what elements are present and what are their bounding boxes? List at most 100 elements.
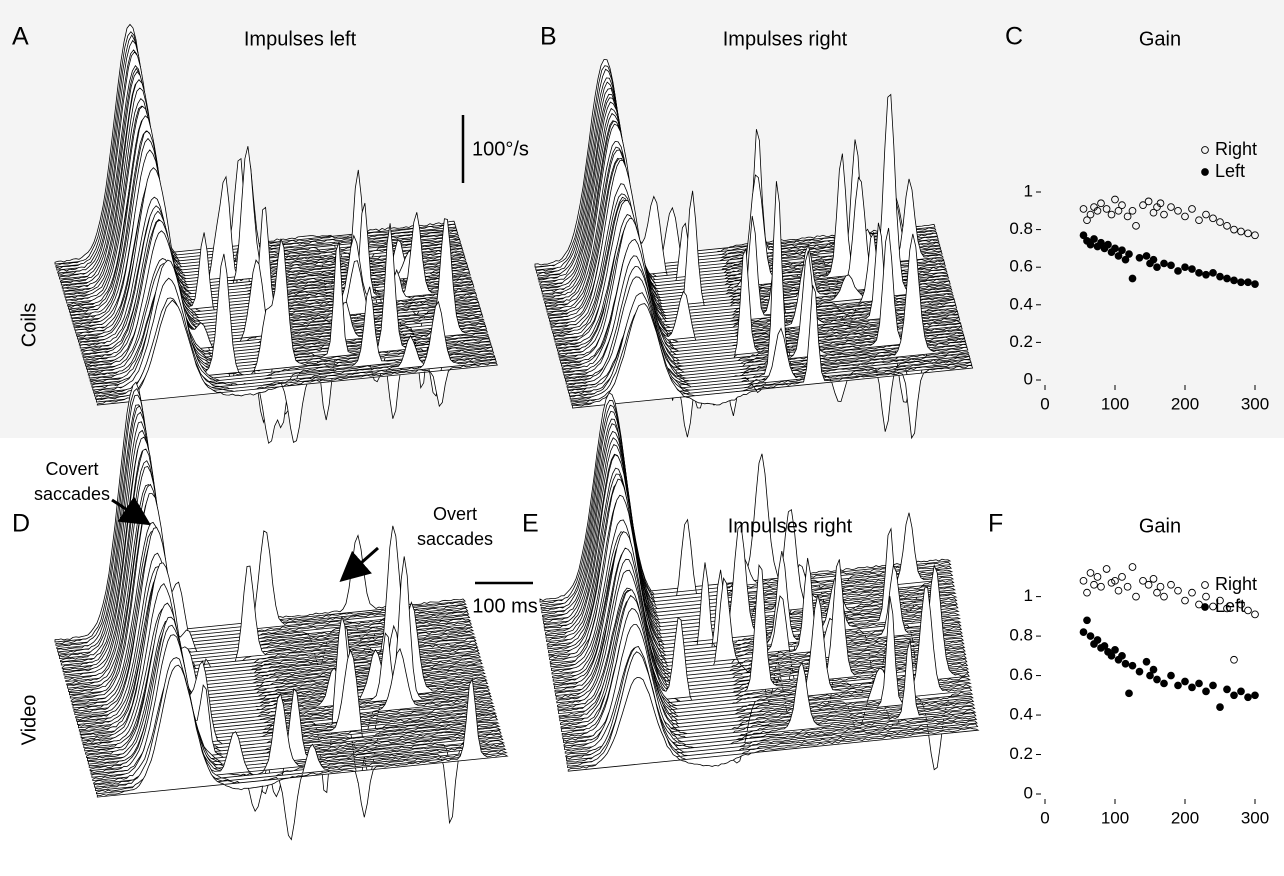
row-label: Coils: [18, 303, 40, 347]
point: [1182, 597, 1189, 604]
y-tick-label: 0.6: [1009, 665, 1033, 684]
x-tick-label: 300: [1241, 394, 1269, 413]
point: [1189, 589, 1196, 596]
point: [1154, 676, 1161, 683]
x-tick-label: 300: [1241, 808, 1269, 827]
point: [1136, 254, 1143, 261]
y-tick-label: 0.2: [1009, 332, 1033, 351]
legend-label: Right: [1215, 574, 1257, 594]
point: [1175, 268, 1182, 275]
point: [1217, 273, 1224, 280]
point: [1087, 570, 1094, 577]
y-tick-label: 0: [1024, 369, 1033, 388]
x-tick-label: 200: [1171, 808, 1199, 827]
point: [1094, 637, 1101, 644]
y-tick-label: 0.4: [1009, 705, 1033, 724]
y-tick-label: 0.8: [1009, 219, 1033, 238]
point: [1124, 583, 1131, 590]
point: [1224, 275, 1231, 282]
page: A Impulses left B Impulses right C D E I…: [0, 0, 1284, 876]
point: [1112, 647, 1119, 654]
point: [1238, 279, 1245, 286]
legend-marker: [1202, 604, 1209, 611]
legend-marker: [1202, 169, 1209, 176]
point: [1161, 593, 1168, 600]
point: [1084, 617, 1091, 624]
y-tick-label: 1: [1024, 586, 1033, 605]
point: [1098, 583, 1105, 590]
point: [1115, 587, 1122, 594]
point: [1105, 241, 1112, 248]
point: [1150, 666, 1157, 673]
annotation: saccades: [417, 529, 493, 549]
point: [1196, 269, 1203, 276]
scale-label: 100°/s: [472, 138, 529, 160]
annotation: Covert: [45, 459, 98, 479]
point: [1143, 253, 1150, 260]
point: [1145, 581, 1152, 588]
x-tick-label: 100: [1101, 394, 1129, 413]
chart-title: Gain: [1139, 28, 1181, 50]
point: [1080, 577, 1087, 584]
point: [1091, 236, 1098, 243]
point: [1231, 277, 1238, 284]
point: [1210, 269, 1217, 276]
point: [1150, 575, 1157, 582]
panel-title: Impulses right: [728, 515, 853, 537]
point: [1252, 611, 1259, 618]
point: [1103, 566, 1110, 573]
point: [1175, 587, 1182, 594]
x-tick-label: 0: [1040, 808, 1049, 827]
point: [1203, 593, 1210, 600]
point: [1189, 266, 1196, 273]
point: [1217, 704, 1224, 711]
point: [1189, 684, 1196, 691]
point: [1231, 656, 1238, 663]
figure: A Impulses left B Impulses right C D E I…: [0, 0, 1284, 876]
legend-label: Left: [1215, 596, 1245, 616]
x-tick-label: 100: [1101, 808, 1129, 827]
y-tick-label: 1: [1024, 181, 1033, 200]
point: [1129, 662, 1136, 669]
point: [1133, 593, 1140, 600]
point: [1119, 247, 1126, 254]
point: [1119, 573, 1126, 580]
point: [1087, 633, 1094, 640]
legend-label: Left: [1215, 161, 1245, 181]
point: [1154, 264, 1161, 271]
legend-marker: [1202, 582, 1209, 589]
point: [1245, 694, 1252, 701]
point: [1245, 607, 1252, 614]
scale-label: 100 ms: [472, 595, 538, 617]
point: [1252, 281, 1259, 288]
panel-letter: A: [12, 23, 29, 51]
point: [1129, 275, 1136, 282]
y-tick-label: 0.4: [1009, 294, 1033, 313]
point: [1161, 680, 1168, 687]
point: [1143, 658, 1150, 665]
point: [1203, 271, 1210, 278]
point: [1080, 629, 1087, 636]
point: [1126, 251, 1133, 258]
point: [1122, 660, 1129, 667]
legend-label: Right: [1215, 139, 1257, 159]
panel-title: Impulses right: [723, 28, 848, 50]
panel-letter: C: [1005, 23, 1023, 51]
point: [1196, 680, 1203, 687]
point: [1112, 245, 1119, 252]
point: [1119, 652, 1126, 659]
panel-letter: D: [12, 510, 30, 538]
annotation: Overt: [433, 504, 477, 524]
point: [1175, 682, 1182, 689]
panel-letter: E: [522, 510, 539, 538]
point: [1245, 279, 1252, 286]
row-label: Video: [18, 695, 40, 746]
point: [1129, 564, 1136, 571]
y-tick-label: 0: [1024, 783, 1033, 802]
point: [1091, 581, 1098, 588]
point: [1157, 583, 1164, 590]
point: [1168, 672, 1175, 679]
y-tick-label: 0.8: [1009, 626, 1033, 645]
point: [1084, 589, 1091, 596]
point: [1224, 686, 1231, 693]
